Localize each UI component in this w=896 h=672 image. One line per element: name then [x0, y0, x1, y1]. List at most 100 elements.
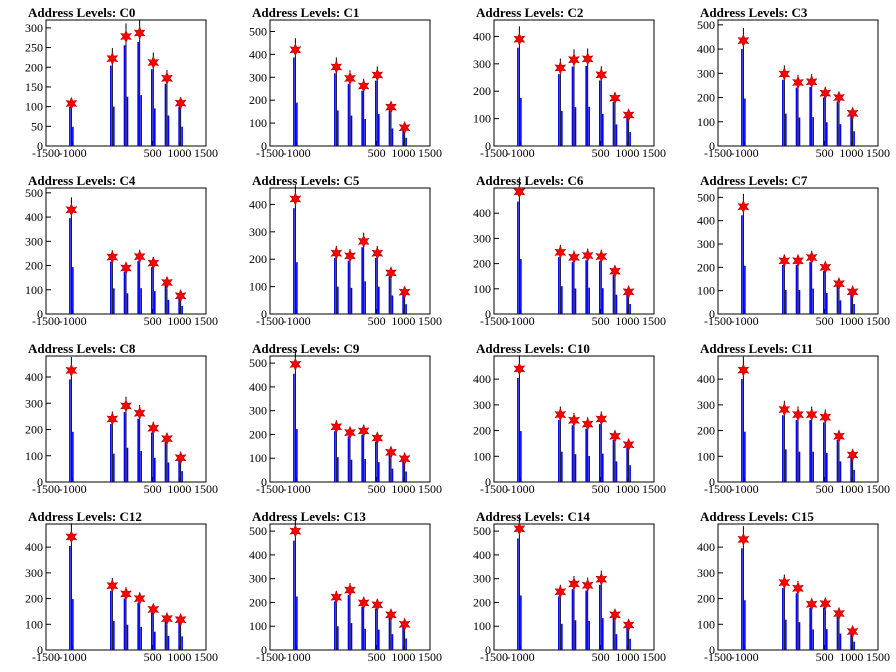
histogram-panel: Address Levels: C5 0 100 200 300 400 -1500 -100… [224, 168, 448, 336]
x-tick-label: -1000 [283, 314, 311, 328]
peak-marker [778, 254, 791, 268]
x-tick-label: 1000 [615, 314, 639, 328]
peak-marker [622, 618, 635, 632]
peak-marker [554, 407, 567, 422]
histogram-panel: Address Levels: C9 0 100 200 300 400 500 -1500-… [224, 336, 448, 504]
peak-marker [344, 249, 356, 263]
x-tick-label: 1000 [391, 146, 415, 160]
x-tick-label: -1000 [283, 650, 311, 664]
x-tick-label: 1500 [642, 482, 666, 496]
x-tick-label: 500 [144, 482, 162, 496]
x-tick-label: -1500 [704, 146, 732, 160]
x-tick-label: -1500 [480, 650, 508, 664]
x-tick-label: 1000 [391, 650, 415, 664]
y-tick-label: 300 [473, 572, 491, 586]
x-tick-label: 1500 [194, 146, 218, 160]
peak-marker [846, 106, 859, 121]
peak-marker [65, 96, 78, 111]
peak-marker [833, 90, 845, 105]
peak-marker [371, 68, 384, 82]
y-tick-label: 200 [473, 84, 491, 98]
y-tick-label: 400 [25, 540, 43, 554]
peak-marker [595, 572, 608, 586]
y-tick-label: 200 [473, 424, 491, 438]
peak-marker [398, 617, 411, 632]
x-tick-label: 1000 [839, 146, 863, 160]
histogram-panel: Address Levels: C8 0 100 200 300 400 -1500 -100… [0, 336, 224, 504]
x-tick-label: 500 [816, 314, 834, 328]
y-tick-label: 100 [473, 282, 491, 296]
peak-marker [398, 285, 411, 299]
x-tick-label: 500 [368, 650, 386, 664]
chart-title: Address Levels: C15 [700, 509, 814, 524]
peak-marker [371, 431, 384, 445]
peak-marker [778, 67, 791, 81]
peak-marker [737, 33, 750, 48]
x-tick-label: 1000 [391, 482, 415, 496]
x-tick-label: 1500 [418, 482, 442, 496]
peak-marker [161, 431, 173, 446]
y-tick-label: 400 [697, 540, 715, 554]
histogram-panel: Address Levels: C0 0 50 100 150 200 250 300 -150… [0, 0, 224, 168]
chart-title: Address Levels: C2 [476, 5, 584, 20]
y-tick-label: 400 [249, 380, 267, 394]
x-tick-label: 1000 [167, 314, 191, 328]
y-tick-label: 500 [697, 190, 715, 204]
x-tick-label: -1500 [32, 314, 60, 328]
x-tick-label: 1000 [167, 482, 191, 496]
peak-marker [289, 43, 302, 57]
peak-marker [609, 429, 621, 443]
peak-marker [805, 75, 818, 89]
chart-title: Address Levels: C8 [28, 341, 136, 356]
x-tick-label: 500 [592, 314, 610, 328]
y-tick-label: 200 [473, 257, 491, 271]
y-tick-label: 200 [697, 424, 715, 438]
y-tick-label: 300 [25, 234, 43, 248]
y-tick-label: 100 [249, 451, 267, 465]
histogram-chart: 0 100 200 300 400 500 -1500-1000 500 1000 1500 [697, 18, 890, 160]
peak-marker [737, 532, 750, 547]
y-tick-label: 200 [249, 93, 267, 107]
x-tick-label: 1500 [418, 146, 442, 160]
peak-marker [513, 185, 526, 199]
chart-title: Address Levels: C14 [476, 509, 590, 524]
y-tick-label: 300 [25, 566, 43, 580]
y-tick-label: 0 [485, 475, 491, 489]
y-tick-label: 200 [249, 252, 267, 266]
peak-marker [133, 406, 146, 420]
peak-marker [622, 108, 635, 122]
peak-marker [833, 606, 845, 621]
histogram-panel: Address Levels: C4 0 100 200 300 400 500 -1500-… [0, 168, 224, 336]
x-tick-label: 1000 [839, 314, 863, 328]
x-tick-label: -1500 [704, 314, 732, 328]
y-tick-label: 200 [697, 260, 715, 274]
peak-marker [106, 250, 119, 264]
peak-marker [846, 624, 859, 639]
peak-marker [147, 602, 160, 617]
chart-title: Address Levels: C4 [28, 173, 136, 188]
y-tick-label: 100 [25, 283, 43, 297]
peak-marker [554, 61, 567, 75]
histogram-chart: 0 100 200 300 400 500 -1500-1000 500 1000 1500 [473, 514, 666, 664]
y-tick-label: 500 [25, 186, 43, 200]
y-tick-label: 300 [249, 225, 267, 239]
y-tick-label: 0 [709, 475, 715, 489]
y-tick-label: 400 [697, 42, 715, 56]
x-tick-label: 1000 [391, 314, 415, 328]
y-tick-label: 300 [697, 566, 715, 580]
x-tick-label: 500 [144, 146, 162, 160]
y-tick-label: 500 [249, 524, 267, 538]
peak-marker [833, 429, 845, 443]
x-tick-label: -1000 [59, 314, 87, 328]
x-tick-label: -1500 [480, 146, 508, 160]
chart-title: Address Levels: C7 [700, 173, 808, 188]
peak-marker [174, 451, 187, 465]
peak-marker [147, 421, 160, 435]
x-tick-label: 500 [592, 146, 610, 160]
peak-marker [609, 264, 621, 278]
x-tick-label: 1500 [194, 650, 218, 664]
x-tick-label: 1500 [866, 146, 890, 160]
x-tick-label: -1000 [507, 314, 535, 328]
y-tick-label: 0 [261, 475, 267, 489]
y-tick-label: 100 [473, 619, 491, 633]
